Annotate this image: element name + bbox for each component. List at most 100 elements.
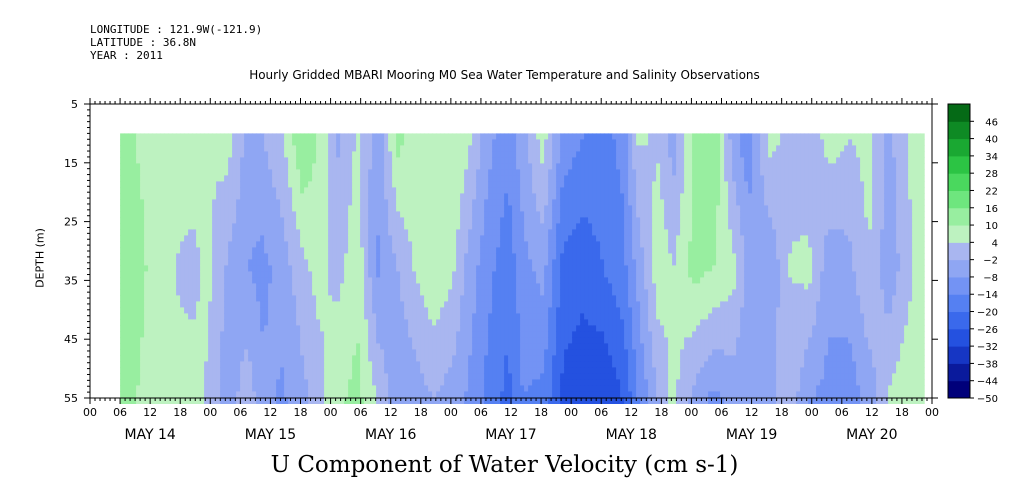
heatmap-cell (304, 229, 309, 236)
heatmap-cell (128, 151, 133, 158)
heatmap-cell (400, 355, 405, 362)
heatmap-cell (400, 229, 405, 236)
heatmap-cell (524, 241, 529, 248)
heatmap-cell (512, 319, 517, 326)
heatmap-cell (404, 295, 409, 302)
heatmap-cell (144, 259, 149, 266)
heatmap-cell (484, 331, 489, 338)
heatmap-cell (276, 145, 281, 152)
heatmap-cell (192, 367, 197, 374)
heatmap-cell (468, 181, 473, 188)
heatmap-cell (256, 337, 261, 344)
heatmap-cell (380, 391, 385, 398)
heatmap-cell (404, 355, 409, 362)
heatmap-cell (352, 157, 357, 164)
heatmap-cell (212, 229, 217, 236)
heatmap-cell (280, 385, 285, 392)
heatmap-cell (324, 223, 329, 230)
heatmap-cell (192, 133, 197, 140)
heatmap-cell (492, 229, 497, 236)
heatmap-cell (168, 367, 173, 374)
heatmap-cell (452, 367, 457, 374)
heatmap-cell (300, 253, 305, 260)
heatmap-cell (460, 175, 465, 182)
heatmap-cell (408, 229, 413, 236)
heatmap-cell (240, 211, 245, 218)
heatmap-cell (428, 133, 433, 140)
heatmap-cell (188, 235, 193, 242)
heatmap-cell (336, 157, 341, 164)
heatmap-cell (148, 175, 153, 182)
heatmap-cell (376, 289, 381, 296)
heatmap-cell (324, 169, 329, 176)
heatmap-cell (172, 193, 177, 200)
heatmap-cell (328, 301, 333, 308)
heatmap-cell (128, 313, 133, 320)
heatmap-cell (400, 331, 405, 338)
heatmap-cell (284, 181, 289, 188)
heatmap-cell (372, 307, 377, 314)
heatmap-cell (268, 259, 273, 266)
heatmap-cell (464, 211, 469, 218)
heatmap-cell (336, 139, 341, 146)
heatmap-cell (208, 319, 213, 326)
heatmap-cell (384, 169, 389, 176)
heatmap-cell (164, 253, 169, 260)
heatmap-cell (200, 223, 205, 230)
heatmap-cell (544, 193, 549, 200)
heatmap-cell (296, 151, 301, 158)
heatmap-cell (196, 229, 201, 236)
heatmap-cell (560, 223, 565, 230)
heatmap-cell (536, 349, 541, 356)
heatmap-cell (504, 301, 509, 308)
heatmap-cell (400, 241, 405, 248)
heatmap-cell (152, 361, 157, 368)
heatmap-cell (496, 337, 501, 344)
heatmap-cell (456, 349, 461, 356)
heatmap-cell (152, 325, 157, 332)
heatmap-cell (340, 301, 345, 308)
heatmap-cell (284, 235, 289, 242)
heatmap-cell (372, 175, 377, 182)
heatmap-cell (500, 277, 505, 284)
heatmap-cell (288, 325, 293, 332)
heatmap-cell (380, 199, 385, 206)
heatmap-cell (484, 295, 489, 302)
heatmap-cell (468, 343, 473, 350)
heatmap-cell (452, 175, 457, 182)
heatmap-cell (520, 187, 525, 194)
heatmap-cell (164, 133, 169, 140)
heatmap-cell (496, 259, 501, 266)
heatmap-cell (216, 205, 221, 212)
heatmap-cell (252, 307, 257, 314)
heatmap-cell (228, 187, 233, 194)
heatmap-cell (320, 205, 325, 212)
heatmap-cell (388, 319, 393, 326)
heatmap-cell (124, 337, 129, 344)
heatmap-cell (180, 301, 185, 308)
heatmap-cell (148, 265, 153, 272)
heatmap-cell (332, 253, 337, 260)
heatmap-cell (544, 283, 549, 290)
heatmap-cell (404, 385, 409, 392)
heatmap-cell (232, 157, 237, 164)
heatmap-cell (260, 145, 265, 152)
heatmap-cell (120, 241, 125, 248)
heatmap-cell (424, 277, 429, 284)
heatmap-cell (540, 265, 545, 272)
heatmap-cell (356, 325, 361, 332)
heatmap-cell (288, 283, 293, 290)
heatmap-cell (216, 211, 221, 218)
heatmap-cell (392, 139, 397, 146)
heatmap-cell (308, 259, 313, 266)
heatmap-cell (280, 205, 285, 212)
heatmap-cell (300, 325, 305, 332)
heatmap-cell (276, 331, 281, 338)
heatmap-cell (320, 325, 325, 332)
heatmap-cell (460, 349, 465, 356)
heatmap-cell (412, 385, 417, 392)
heatmap-cell (540, 223, 545, 230)
heatmap-cell (184, 289, 189, 296)
heatmap-cell (256, 229, 261, 236)
heatmap-cell (192, 253, 197, 260)
